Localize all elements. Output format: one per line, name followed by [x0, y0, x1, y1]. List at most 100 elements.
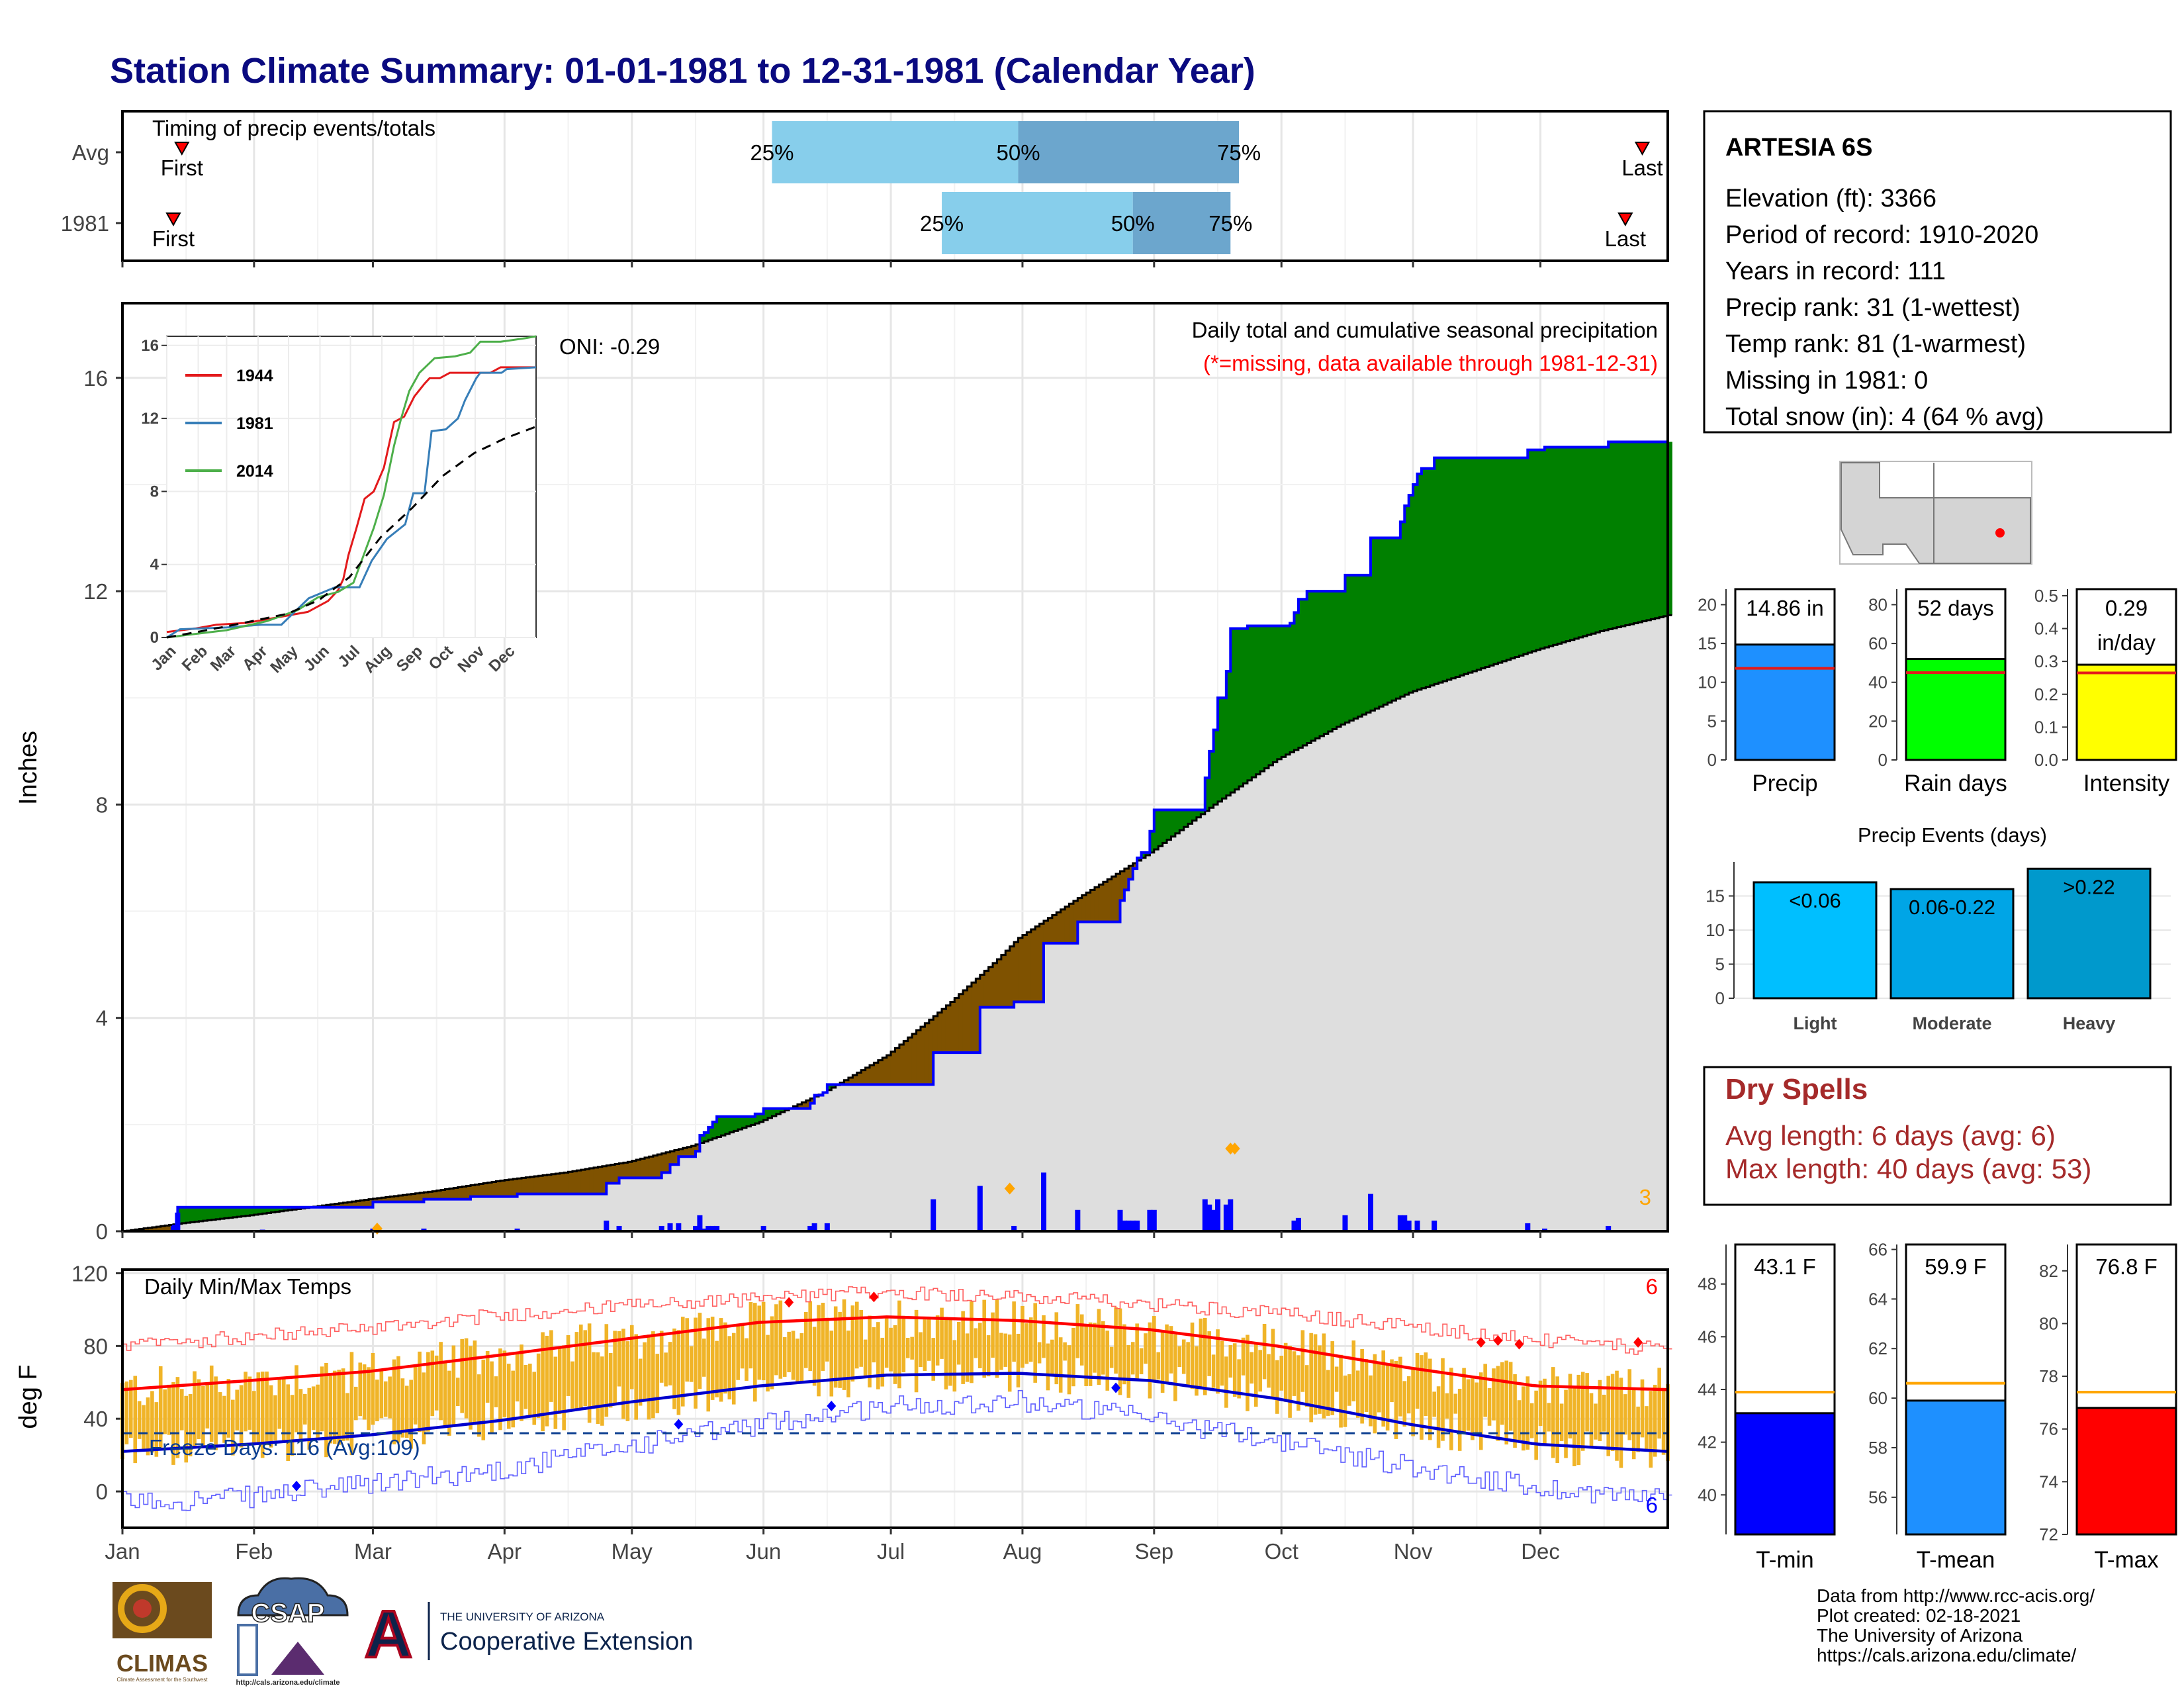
precip-y-tick-label: 4	[96, 1006, 108, 1031]
precip-daily-bar	[1117, 1209, 1123, 1231]
temp-daily-bar	[1657, 1368, 1661, 1439]
temp-daily-bar	[1462, 1368, 1466, 1432]
precip-anomaly-day	[602, 1166, 607, 1194]
summary-y-tick-label: 0.0	[2034, 750, 2058, 770]
temp-daily-bar	[557, 1348, 562, 1415]
temp-daily-bar	[736, 1325, 740, 1380]
precip-anomaly-day	[1383, 538, 1388, 705]
temp-daily-bar	[854, 1301, 859, 1369]
precip-anomaly-day	[704, 1132, 709, 1142]
precip-anomaly-day	[606, 1165, 612, 1184]
temp-daily-bar	[1075, 1304, 1080, 1358]
precip-y-tick-label: 8	[96, 792, 108, 817]
temp-daily-bar	[1304, 1365, 1309, 1407]
temp-daily-bar	[629, 1325, 634, 1389]
temp-daily-bar	[158, 1366, 163, 1451]
events-y-tick-label: 0	[1715, 988, 1725, 1008]
temp-daily-bar	[307, 1387, 312, 1450]
temp-daily-bar	[1003, 1333, 1008, 1367]
precip-daily-bar	[824, 1223, 830, 1231]
summary-y-tick-label: 10	[1698, 673, 1717, 692]
temp-daily-bar	[1457, 1388, 1462, 1451]
precip-daily-bar	[1295, 1217, 1301, 1231]
climas-logo-subtext: Climate Assessment for the Southwest	[117, 1677, 208, 1683]
temp-bar-y-tick-label: 66	[1868, 1239, 1888, 1259]
temp-daily-bar	[1525, 1376, 1530, 1450]
temp-daily-bar	[1445, 1393, 1449, 1419]
temp-daily-bar	[774, 1304, 778, 1376]
temp-daily-bar	[269, 1385, 273, 1448]
temp-daily-bar	[265, 1371, 269, 1446]
precip-anomaly-day	[283, 1207, 289, 1211]
temp-daily-bar	[1619, 1378, 1623, 1468]
temp-daily-bar	[757, 1305, 762, 1380]
temp-daily-bar	[290, 1395, 295, 1456]
precip-anomaly-day	[1166, 810, 1171, 840]
precip-anomaly-day	[1366, 575, 1371, 713]
summary-y-tick-label: 5	[1707, 711, 1717, 731]
precip-anomaly-day	[1073, 900, 1078, 943]
precip-anomaly-day	[253, 1207, 259, 1215]
temp-daily-bar	[1369, 1375, 1373, 1427]
precip-anomaly-day	[245, 1207, 250, 1216]
precip-anomaly-day	[275, 1207, 280, 1212]
precip-anomaly-day	[924, 1023, 930, 1085]
precip-anomaly-day	[1442, 457, 1447, 682]
precip-anomaly-day	[983, 970, 989, 1008]
precip-anomaly-day	[164, 1225, 170, 1231]
temp-daily-bar	[545, 1335, 549, 1427]
temp-daily-bar	[651, 1331, 655, 1419]
inset-legend-label: 1981	[236, 414, 273, 433]
temp-daily-bar	[188, 1394, 193, 1457]
precip-anomaly-day	[610, 1164, 615, 1184]
precip-anomaly-day	[1544, 447, 1549, 647]
temp-daily-bar	[740, 1324, 745, 1369]
precip-anomaly-day	[1293, 612, 1299, 750]
precip-anomaly-day	[1463, 457, 1469, 675]
precip-daily-bar	[931, 1199, 936, 1231]
precip-daily-bar	[1342, 1215, 1348, 1231]
temp-daily-bar	[965, 1333, 970, 1382]
month-label: Dec	[1521, 1539, 1560, 1564]
temp-daily-bar	[477, 1374, 481, 1437]
temp-daily-bar	[332, 1370, 337, 1444]
summary-y-tick-label: 60	[1868, 633, 1888, 653]
temp-daily-bar	[596, 1352, 600, 1424]
precip-anomaly-day	[1663, 442, 1668, 616]
summary-y-tick-label: 15	[1698, 633, 1717, 653]
precip-anomaly-day	[1187, 810, 1193, 824]
record-high-count: 6	[1646, 1274, 1658, 1299]
temp-daily-bar	[897, 1300, 901, 1389]
temp-bar-y-tick-label: 42	[1698, 1432, 1717, 1452]
temp-daily-bar	[753, 1303, 757, 1402]
temp-daily-bar	[295, 1365, 298, 1432]
precip-anomaly-day	[1484, 457, 1490, 667]
temp-daily-bar	[668, 1342, 672, 1385]
precip-anomaly-day	[1531, 449, 1537, 651]
precip-anomaly-day	[1357, 575, 1363, 717]
precip-daily-bar	[807, 1225, 813, 1231]
precip-anomaly-day	[780, 1108, 786, 1113]
summary-bar-unit: in/day	[2097, 630, 2156, 655]
precip-anomaly-day	[1379, 538, 1384, 707]
precip-anomaly-day	[364, 1199, 369, 1207]
precip-daily-bar	[760, 1225, 766, 1231]
temp-daily-bar	[1224, 1356, 1228, 1408]
temp-daily-bar	[655, 1354, 660, 1413]
temp-daily-bar	[1543, 1378, 1547, 1446]
precip-anomaly-day	[262, 1207, 267, 1214]
temp-daily-bar	[1258, 1350, 1262, 1392]
temp-daily-bar	[541, 1332, 545, 1432]
precip-anomaly-day	[156, 1227, 161, 1231]
temp-daily-bar	[1148, 1322, 1152, 1399]
temp-daily-bar	[337, 1370, 341, 1445]
temp-daily-bar	[1355, 1370, 1360, 1418]
precip-anomaly-day	[1234, 628, 1240, 790]
timing-row-label: Avg	[72, 140, 109, 165]
precip-anomaly-day	[1149, 831, 1155, 853]
summary-y-tick-label: 0.2	[2034, 684, 2058, 704]
temp-daily-bar	[1216, 1329, 1220, 1394]
precip-anomaly-day	[754, 1113, 760, 1124]
precip-anomaly-day	[805, 1100, 811, 1109]
precip-anomaly-day	[1438, 457, 1443, 683]
